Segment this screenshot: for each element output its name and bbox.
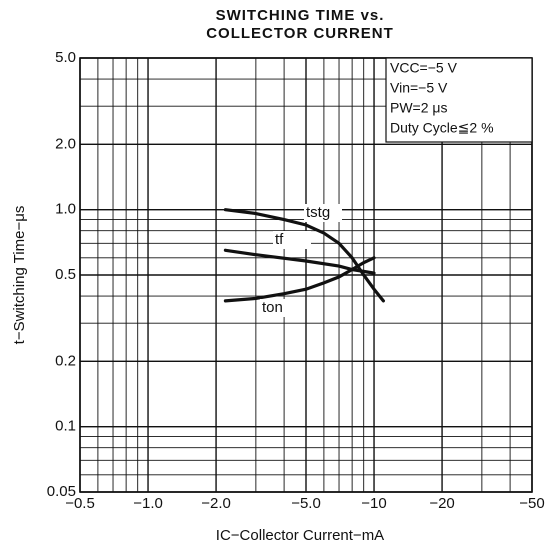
annotation: PW=2 μs — [390, 100, 447, 116]
label-bg — [304, 204, 342, 222]
x-tick-label: −10 — [361, 495, 386, 512]
series-label: tf — [275, 231, 284, 248]
x-tick-label: −20 — [429, 495, 454, 512]
x-tick-label: −5.0 — [291, 495, 321, 512]
y-axis-label: t−Switching Time−μs — [11, 206, 28, 345]
annotation-box — [385, 57, 533, 143]
y-tick-label: 2.0 — [55, 135, 76, 152]
series-label: ton — [262, 299, 283, 316]
label-bg — [260, 299, 298, 317]
series-line — [223, 248, 376, 275]
x-tick-label: −1.0 — [133, 495, 163, 512]
label-bg — [273, 231, 311, 249]
y-tick-label: 0.1 — [55, 418, 76, 435]
x-tick-label: −2.0 — [201, 495, 231, 512]
y-tick-label: 0.2 — [55, 352, 76, 369]
y-tick-label: 1.0 — [55, 201, 76, 218]
chart-title: COLLECTOR CURRENT — [206, 25, 394, 42]
series-line — [223, 256, 376, 303]
chart-title: SWITCHING TIME vs. — [216, 7, 385, 24]
series-line — [223, 208, 385, 303]
annotation: Vin=−5 V — [390, 80, 448, 96]
y-tick-label: 0.5 — [55, 266, 76, 283]
annotation: VCC=−5 V — [390, 60, 458, 76]
series-label: tstg — [306, 204, 330, 221]
y-tick-label: 5.0 — [55, 49, 76, 66]
x-tick-label: −50 — [519, 495, 544, 512]
x-tick-label: −0.5 — [65, 495, 95, 512]
y-tick-label: 0.05 — [47, 483, 76, 500]
x-axis-label: IC−Collector Current−mA — [216, 527, 384, 544]
annotation: Duty Cycle≦2 % — [390, 120, 494, 136]
